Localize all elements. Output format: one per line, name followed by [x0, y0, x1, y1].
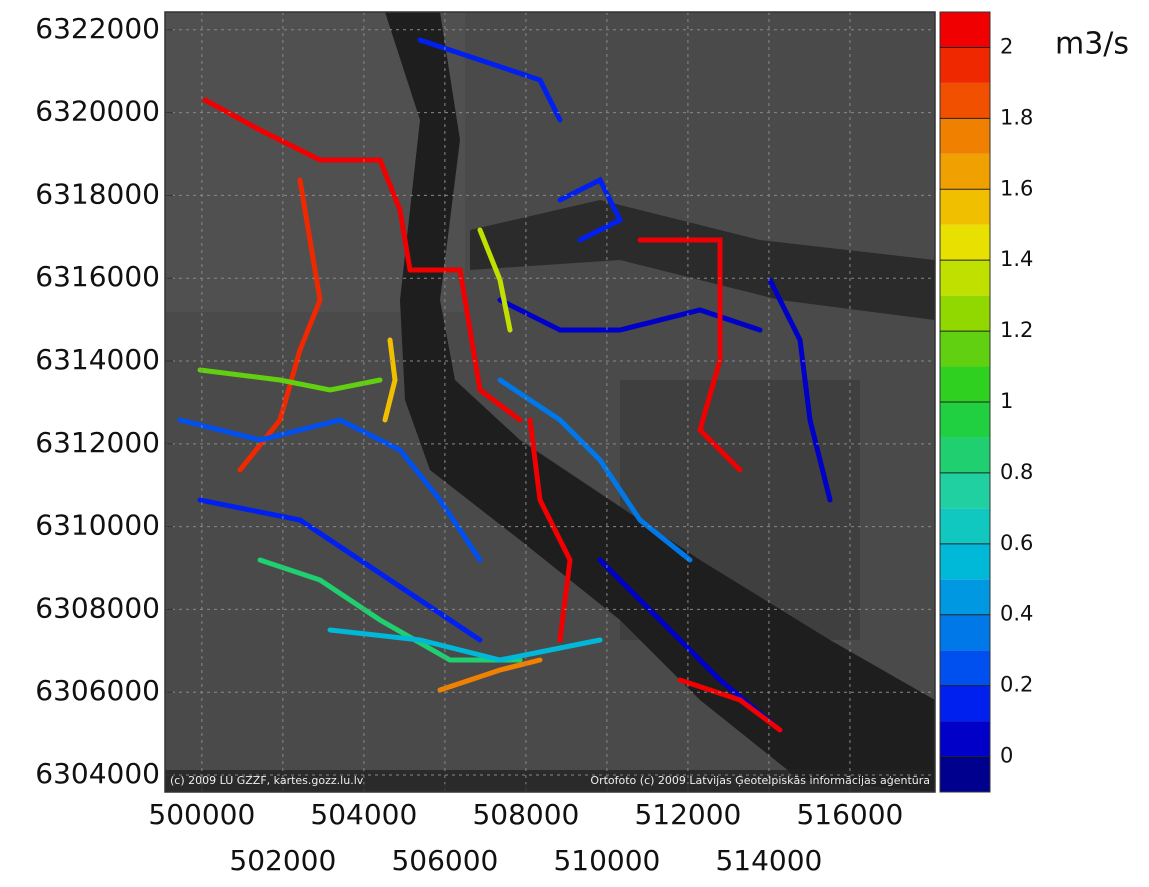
colorbar-band [940, 47, 990, 82]
colorbar-tick-label: 1.8 [1000, 105, 1033, 129]
x-tick-label: 508000 [472, 798, 579, 831]
x-tick-label: 516000 [796, 798, 903, 831]
colorbar-band [940, 473, 990, 508]
colorbar-unit: m3/s [1055, 27, 1129, 62]
x-tick-label: 510000 [553, 844, 660, 877]
map-image [165, 12, 935, 792]
colorbar-tick-label: 1.6 [1000, 176, 1033, 200]
y-tick-label: 6322000 [35, 12, 160, 45]
colorbar-band [940, 83, 990, 118]
colorbar-tick-label: 0.2 [1000, 673, 1033, 697]
colorbar-band [940, 721, 990, 756]
x-tick-label: 502000 [229, 844, 336, 877]
colorbar-band [940, 579, 990, 614]
y-tick-label: 6304000 [35, 757, 160, 790]
colorbar-band [940, 615, 990, 650]
y-tick-label: 6316000 [35, 260, 160, 293]
colorbar-band [940, 367, 990, 402]
colorbar-band [940, 331, 990, 366]
attribution: (c) 2009 LU GZZF, kartes.gozz.lu.lv [170, 774, 364, 787]
colorbar-band [940, 296, 990, 331]
y-tick-label: 6318000 [35, 177, 160, 210]
y-tick-label: 6314000 [35, 343, 160, 376]
x-tick-label: 504000 [310, 798, 417, 831]
y-tick-label: 6310000 [35, 509, 160, 542]
page: {"map": { "xlim": [499090, 518100], "yli… [0, 0, 1149, 883]
colorbar-tick-label: 0.8 [1000, 460, 1033, 484]
y-tick-label: 6312000 [35, 426, 160, 459]
colorbar-band [940, 154, 990, 189]
attribution: Ortofoto (c) 2009 Latvijas Ģeotelpiskās … [590, 774, 930, 787]
colorbar-band [940, 12, 990, 47]
colorbar-tick-label: 1.4 [1000, 247, 1033, 271]
colorbar-band [940, 544, 990, 579]
colorbar-band [940, 757, 990, 792]
map-figure: (c) 2009 LU GZZF, kartes.gozz.lu.lv Orto… [0, 0, 1149, 883]
colorbar-band [940, 189, 990, 224]
colorbar-tick-label: 2 [1000, 34, 1013, 58]
y-tick-label: 6320000 [35, 95, 160, 128]
y-tick-label: 6306000 [35, 674, 160, 707]
colorbar-tick-label: 1 [1000, 389, 1013, 413]
x-tick-label: 512000 [634, 798, 741, 831]
colorbar-tick-label: 0 [1000, 744, 1013, 768]
colorbar-band [940, 650, 990, 685]
colorbar-band [940, 437, 990, 472]
colorbar-band [940, 686, 990, 721]
colorbar-band [940, 260, 990, 295]
x-tick-label: 506000 [391, 844, 498, 877]
x-tick-label: 514000 [715, 844, 822, 877]
y-tick-label: 6308000 [35, 591, 160, 624]
colorbar-band [940, 118, 990, 153]
colorbar-tick-label: 1.2 [1000, 318, 1033, 342]
colorbar-band [940, 402, 990, 437]
colorbar-tick-label: 0.4 [1000, 602, 1033, 626]
colorbar-band [940, 508, 990, 543]
x-tick-label: 500000 [148, 798, 255, 831]
colorbar-tick-label: 0.6 [1000, 531, 1033, 555]
colorbar-band [940, 225, 990, 260]
